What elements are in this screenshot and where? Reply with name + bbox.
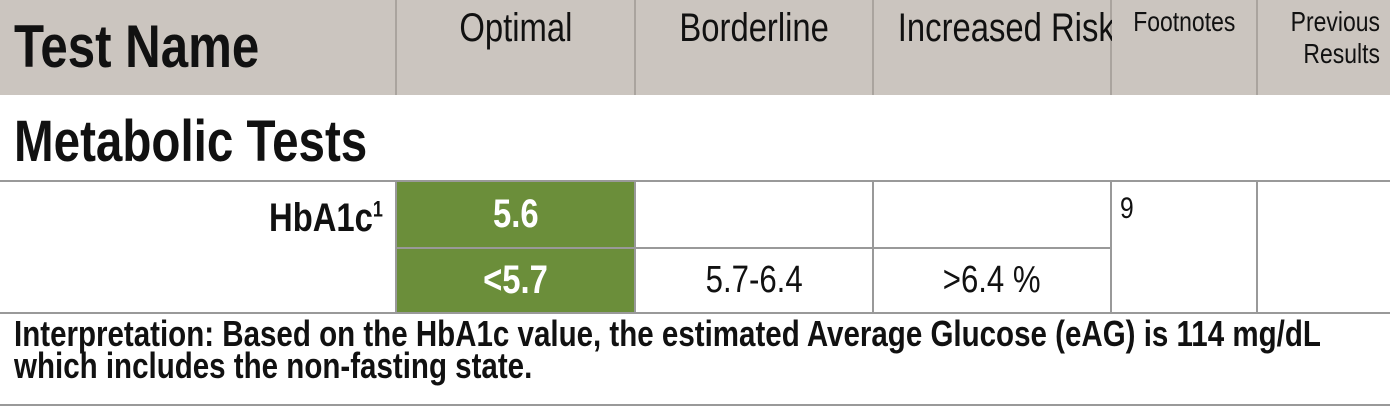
header-cell: Footnotes: [1112, 0, 1258, 95]
section-title: Metabolic Tests: [14, 109, 368, 174]
test-name-cell: HbA1c1: [0, 182, 397, 312]
header-label: Previous Results: [1290, 6, 1380, 69]
result-row: [0, 180, 1390, 314]
header-label: Test Name: [14, 13, 260, 80]
borderline-range: 5.7-6.4: [705, 259, 803, 301]
result-cell: 5.6: [397, 182, 636, 249]
footnotes-cell: 9: [1112, 182, 1258, 312]
risk-range-cell: >6.4 %: [874, 249, 1112, 312]
header-label: Increased Risk: [897, 6, 1115, 50]
header-cell: Optimal: [397, 0, 636, 95]
result-value: 5.6: [492, 192, 539, 236]
footnotes: 9: [1120, 192, 1134, 225]
header-cell: Increased Risk: [874, 0, 1115, 95]
interpretation: Interpretation: Based on the HbA1c value…: [14, 313, 1321, 386]
test-footnote-marker: 1: [372, 196, 383, 222]
optimal-range-cell: <5.7: [397, 249, 636, 312]
bottom-rule: [0, 404, 1390, 406]
test-name: HbA1c1: [269, 196, 383, 241]
header-cell: Borderline: [636, 0, 874, 95]
header-cell: Test Name: [0, 0, 397, 95]
empty-cell: [636, 182, 874, 249]
header-label: Optimal: [458, 6, 573, 50]
optimal-range: <5.7: [483, 258, 548, 302]
header-label: Footnotes: [1132, 6, 1236, 37]
header-cell: Previous Results: [1258, 0, 1390, 95]
borderline-range-cell: 5.7-6.4: [636, 249, 874, 312]
risk-range: >6.4 %: [943, 259, 1041, 301]
empty-cell: [874, 182, 1112, 249]
header-label: Borderline: [679, 6, 829, 50]
test-name-text: HbA1c: [269, 196, 373, 240]
